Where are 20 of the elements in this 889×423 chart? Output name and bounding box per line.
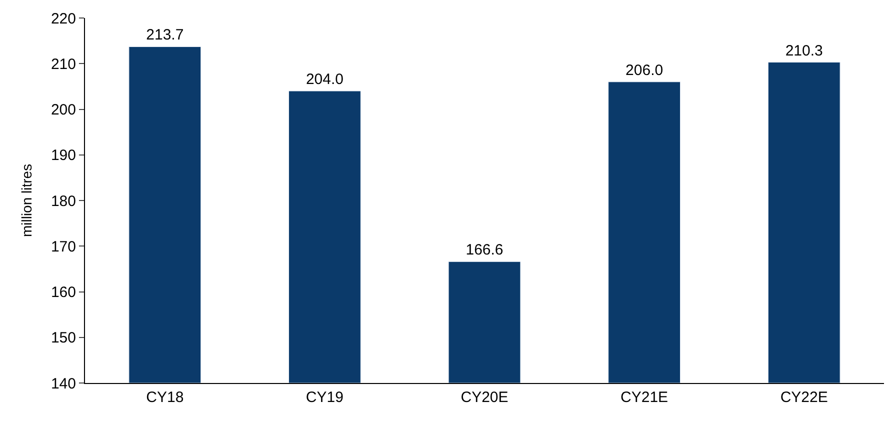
- y-tick-label: 170: [50, 238, 76, 256]
- y-axis-title: million litres: [18, 164, 35, 238]
- y-tick-label: 190: [50, 147, 76, 164]
- y-tick-label: 200: [50, 102, 76, 118]
- y-tick-label: 160: [50, 284, 76, 301]
- y-tick-label: 150: [50, 330, 76, 347]
- data-label: 206.0: [626, 62, 664, 79]
- y-tick-label: 220: [50, 10, 76, 28]
- x-tick-label: CY19: [306, 389, 344, 406]
- data-label: 210.3: [785, 42, 823, 60]
- data-label: 213.7: [146, 26, 184, 44]
- y-tick-label: 180: [50, 192, 76, 210]
- y-tick-label: 210: [50, 56, 76, 73]
- x-tick-label: CY18: [146, 389, 184, 406]
- x-tick-label: CY20E: [460, 389, 508, 406]
- data-label: 166.6: [466, 242, 504, 259]
- data-label: 204.0: [306, 71, 344, 88]
- y-tick-label: 140: [50, 375, 76, 392]
- x-tick-label: CY21E: [620, 389, 668, 406]
- x-tick-label: CY22E: [780, 389, 828, 406]
